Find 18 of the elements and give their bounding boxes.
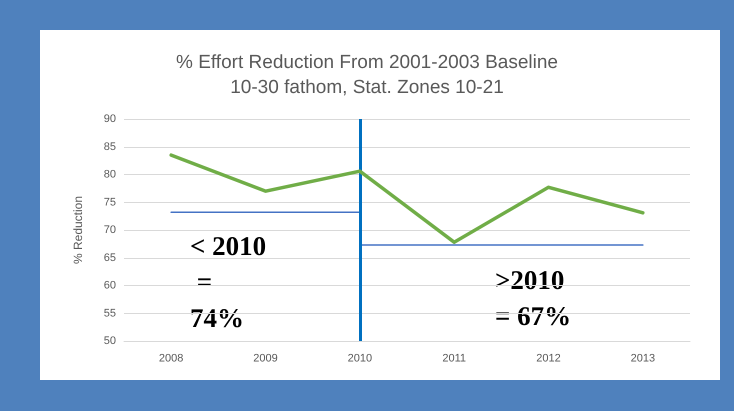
y-tick-label: 80 (104, 168, 116, 180)
x-tick-label: 2009 (253, 352, 278, 364)
y-tick-label: 70 (104, 224, 116, 236)
y-axis-title: % Reduction (71, 196, 85, 264)
y-tick-label: 85 (104, 140, 116, 153)
y-tick-label: 55 (104, 307, 116, 320)
x-tick-label: 2013 (630, 352, 656, 364)
chart-subtitle: 10-30 fathom, Stat. Zones 10-21 (230, 77, 504, 98)
x-tick-label: 2010 (348, 352, 372, 364)
y-tick-label: 75 (104, 196, 116, 208)
x-tick-label: 2011 (442, 352, 466, 364)
chart-title: % Effort Reduction From 2001-2003 Baseline (176, 52, 558, 73)
y-tick-label: 90 (104, 113, 116, 125)
y-tick-label: 60 (104, 280, 116, 292)
x-tick-label: 2012 (536, 352, 561, 364)
y-tick-label: 50 (104, 335, 116, 347)
x-tick-label: 2008 (158, 352, 184, 364)
y-tick-label: 65 (104, 252, 116, 264)
